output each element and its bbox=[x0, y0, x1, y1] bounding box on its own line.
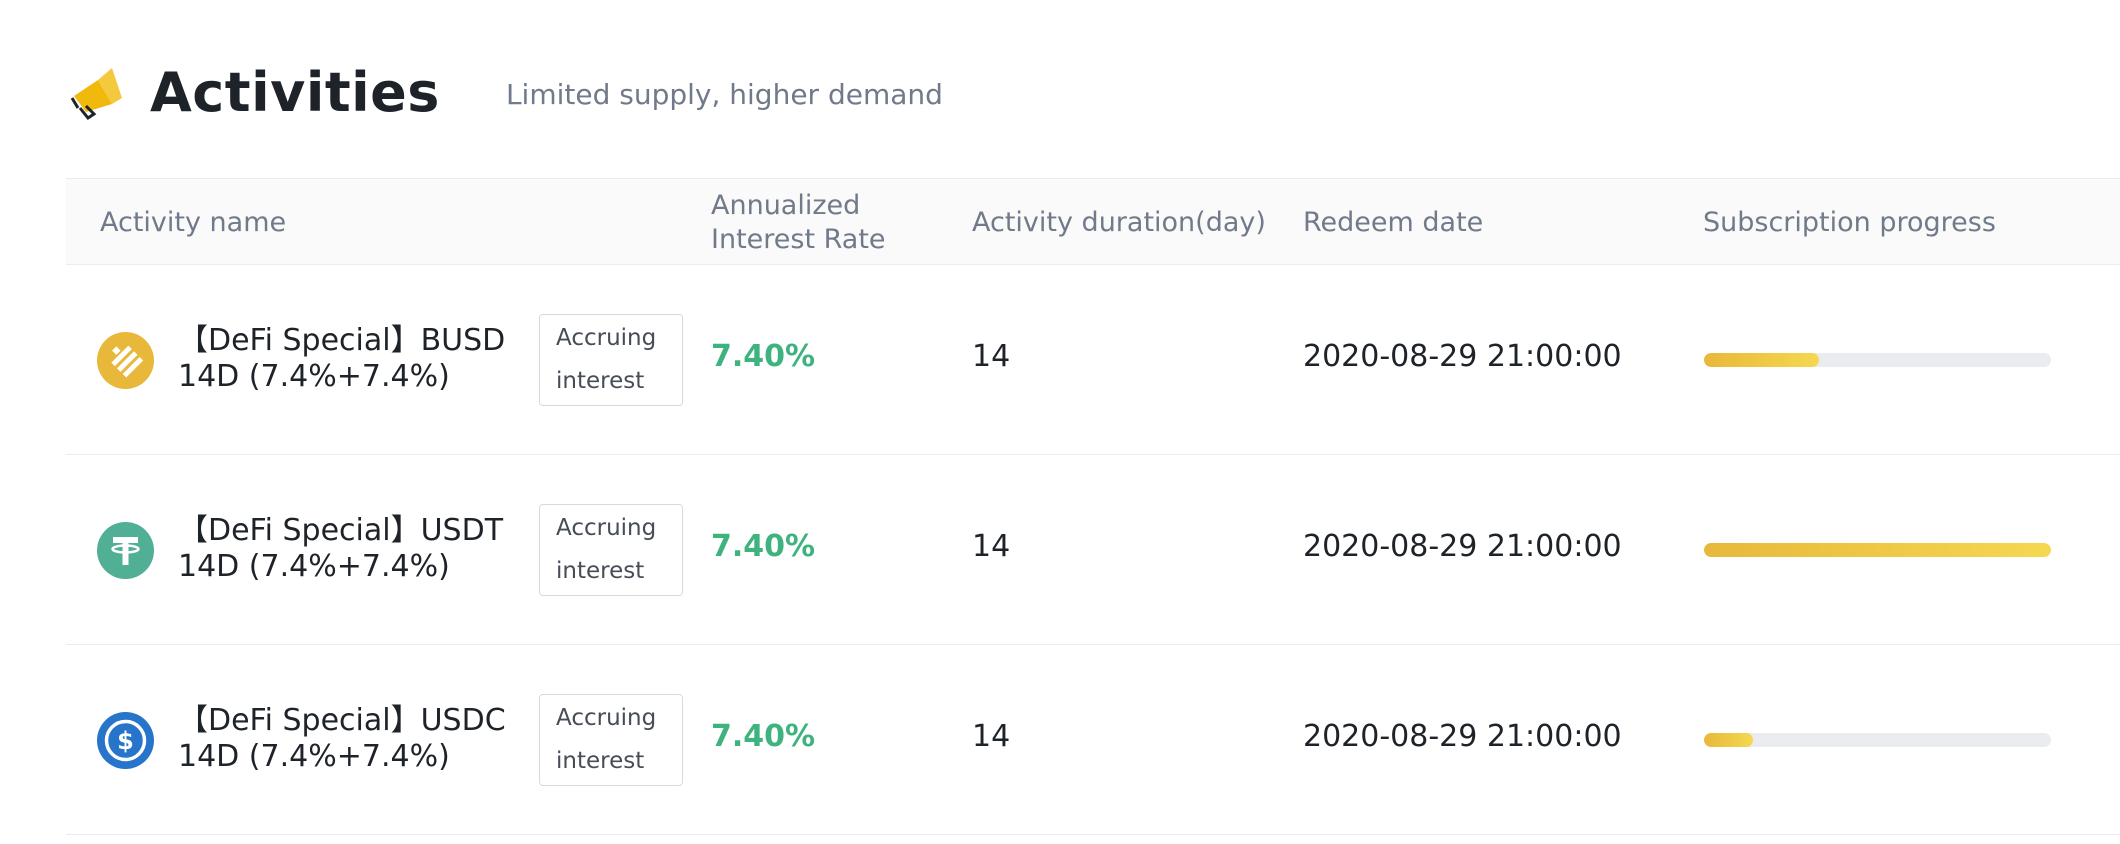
column-header-redeem-date: Redeem date bbox=[1303, 206, 1484, 238]
activity-duration: 14 bbox=[972, 719, 1011, 754]
usdt-coin-icon bbox=[97, 522, 154, 579]
usdc-coin-icon: $ bbox=[97, 712, 154, 769]
activity-name-line2: 14D (7.4%+7.4%) bbox=[178, 359, 450, 394]
page-title: Activities bbox=[150, 60, 440, 124]
activity-name[interactable]: 【DeFi Special】USDT 14D (7.4%+7.4%) bbox=[178, 513, 558, 585]
redeem-date: 2020-08-29 21:00:00 bbox=[1303, 719, 1622, 754]
page-subtitle: Limited supply, higher demand bbox=[505, 77, 943, 111]
activity-duration: 14 bbox=[972, 529, 1011, 564]
status-badge-line2: interest bbox=[556, 558, 645, 584]
activity-name-line2: 14D (7.4%+7.4%) bbox=[178, 739, 450, 774]
subscription-progress-bar bbox=[1704, 733, 2051, 747]
status-badge-line1: Accruing bbox=[556, 515, 657, 541]
table-row[interactable]: 【DeFi Special】USDT 14D (7.4%+7.4%) Accru… bbox=[66, 455, 2120, 645]
activity-name-line1: 【DeFi Special】BUSD bbox=[178, 323, 506, 358]
activity-duration: 14 bbox=[972, 339, 1011, 374]
table-header: Activity name Annualized Interest Rate A… bbox=[66, 178, 2120, 265]
activity-name[interactable]: 【DeFi Special】USDC 14D (7.4%+7.4%) bbox=[178, 703, 558, 775]
interest-rate: 7.40% bbox=[711, 529, 816, 564]
megaphone-icon bbox=[70, 68, 122, 121]
redeem-date: 2020-08-29 21:00:00 bbox=[1303, 529, 1622, 564]
svg-text:$: $ bbox=[117, 727, 134, 755]
status-badge-line2: interest bbox=[556, 368, 645, 394]
status-badge-line1: Accruing bbox=[556, 325, 657, 351]
subscription-progress-bar bbox=[1704, 353, 2051, 367]
table-row[interactable]: 【DeFi Special】BUSD 14D (7.4%+7.4%) Accru… bbox=[66, 265, 2120, 455]
status-badge: Accruing interest bbox=[539, 504, 683, 596]
column-header-interest-rate: Annualized Interest Rate bbox=[711, 189, 886, 255]
activity-name-line1: 【DeFi Special】USDT bbox=[178, 513, 504, 548]
interest-rate: 7.40% bbox=[711, 339, 816, 374]
status-badge: Accruing interest bbox=[539, 314, 683, 406]
subscription-progress-bar bbox=[1704, 543, 2051, 557]
redeem-date: 2020-08-29 21:00:00 bbox=[1303, 339, 1622, 374]
column-header-subscription-progress: Subscription progress bbox=[1703, 206, 1996, 238]
status-badge-line1: Accruing bbox=[556, 705, 657, 731]
activity-name-line2: 14D (7.4%+7.4%) bbox=[178, 549, 450, 584]
subscription-progress-fill bbox=[1704, 733, 1753, 747]
column-header-activity-name: Activity name bbox=[100, 206, 287, 238]
interest-rate: 7.40% bbox=[711, 719, 816, 754]
busd-coin-icon bbox=[97, 332, 154, 389]
status-badge-line2: interest bbox=[556, 748, 645, 774]
subscription-progress-fill bbox=[1704, 543, 2051, 557]
subscription-progress-fill bbox=[1704, 353, 1819, 367]
column-header-duration: Activity duration(day) bbox=[972, 206, 1266, 238]
status-badge: Accruing interest bbox=[539, 694, 683, 786]
activity-name[interactable]: 【DeFi Special】BUSD 14D (7.4%+7.4%) bbox=[178, 323, 558, 395]
activities-header: Activities Limited supply, higher demand bbox=[68, 52, 943, 132]
table-row[interactable]: $ 【DeFi Special】USDC 14D (7.4%+7.4%) Acc… bbox=[66, 645, 2120, 835]
activities-table: Activity name Annualized Interest Rate A… bbox=[66, 178, 2120, 835]
activity-name-line1: 【DeFi Special】USDC bbox=[178, 703, 506, 738]
